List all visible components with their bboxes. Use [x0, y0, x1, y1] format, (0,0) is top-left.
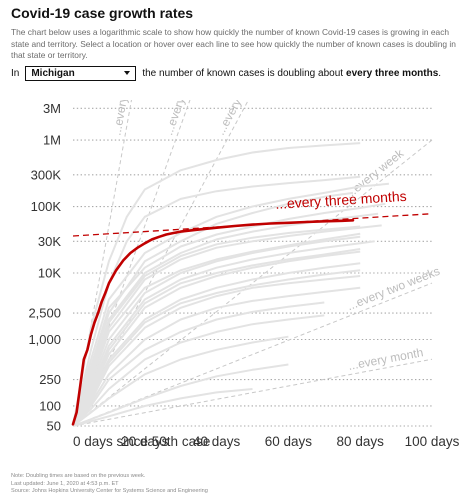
highlight-series-line — [71, 219, 355, 426]
state-series-line — [72, 275, 361, 427]
state-series-line — [72, 224, 382, 427]
page-title: Covid-19 case growth rates — [11, 5, 194, 21]
chart-description: The chart below uses a logarithmic scale… — [11, 27, 456, 60]
axis-ticks: 50 100 250 1,000 2,500 10K 30K 100K 300K 1M 3M 0 da… — [28, 101, 459, 449]
x-tick-label: 60 days — [265, 434, 313, 449]
footer-source: Source: Johns Hopkins University Center … — [11, 488, 208, 495]
y-tick-label: 1,000 — [28, 332, 61, 347]
sentence-end: . — [438, 68, 442, 79]
doubling-reference-line — [72, 100, 249, 427]
state-series-line — [72, 250, 361, 427]
x-tick-label: 20 days — [121, 434, 169, 449]
location-sentence: In Michigan the number of known cases is… — [11, 66, 441, 81]
x-tick-label: 40 days — [193, 434, 241, 449]
doubling-reference-label: ...every two days — [161, 100, 205, 137]
location-select[interactable]: Michigan — [25, 66, 137, 81]
state-series-line — [72, 232, 361, 427]
y-tick-label: 3M — [43, 101, 61, 116]
y-tick-label: 2,500 — [28, 306, 61, 321]
footer-note: Note: Doubling times are based on the pr… — [11, 473, 146, 479]
case-growth-chart: ...every day...every two days...every th… — [28, 100, 460, 449]
y-tick-label: 30K — [38, 234, 61, 249]
state-series-line — [72, 240, 375, 427]
chevron-down-icon — [124, 71, 131, 75]
state-series-line — [72, 225, 361, 427]
y-tick-label: 10K — [38, 266, 61, 281]
doubling-reference-line — [72, 100, 132, 427]
x-tick-label: 0 days since 50th case — [73, 434, 210, 449]
state-series-line — [72, 175, 361, 427]
state-series-line — [72, 301, 325, 427]
state-series-line — [72, 388, 253, 427]
state-series-line — [72, 314, 325, 427]
state-lines — [72, 142, 389, 427]
state-series-line — [72, 269, 361, 427]
state-series-line — [72, 202, 386, 427]
state-series-line — [72, 335, 289, 427]
y-tick-label: 250 — [39, 372, 61, 387]
y-tick-label: 50 — [47, 419, 61, 434]
state-series-line — [72, 191, 354, 427]
x-tick-label: 80 days — [337, 434, 385, 449]
x-tick-label: 100 days — [405, 434, 460, 449]
doubling-reference-line — [72, 139, 433, 427]
state-series-line — [72, 262, 361, 427]
state-series-line — [72, 235, 361, 427]
location-prefix: In — [11, 68, 20, 79]
y-tick-label: 100K — [31, 199, 62, 214]
doubling-reference-line — [72, 358, 433, 427]
footer-updated: Last updated: June 1, 2020 at 4:53 p.m. … — [11, 480, 119, 487]
doubling-reference-label: ...every month — [347, 345, 424, 373]
location-sentence-text: the number of known cases is doubling ab… — [142, 68, 344, 79]
highlight-annotation: ...every three months — [275, 188, 407, 212]
state-series-line — [72, 182, 389, 427]
doubling-rate: every three months — [346, 68, 439, 79]
chart-footer: Note: Doubling times are based on the pr… — [11, 473, 208, 496]
doubling-reference-line — [72, 100, 191, 427]
state-series-line — [72, 142, 361, 427]
y-tick-label: 1M — [43, 133, 61, 148]
y-tick-label: 100 — [39, 398, 61, 413]
state-series-line — [72, 212, 379, 427]
location-select-value: Michigan — [31, 68, 75, 79]
doubling-reference-label: ...every three days — [213, 100, 272, 137]
state-series-line — [72, 248, 361, 427]
state-series-line — [72, 286, 361, 427]
highlight-layer: ...every three months — [71, 188, 433, 426]
state-series-line — [72, 363, 289, 427]
y-tick-label: 300K — [31, 167, 62, 182]
reference-lines: ...every day...every two days...every th… — [72, 100, 442, 427]
